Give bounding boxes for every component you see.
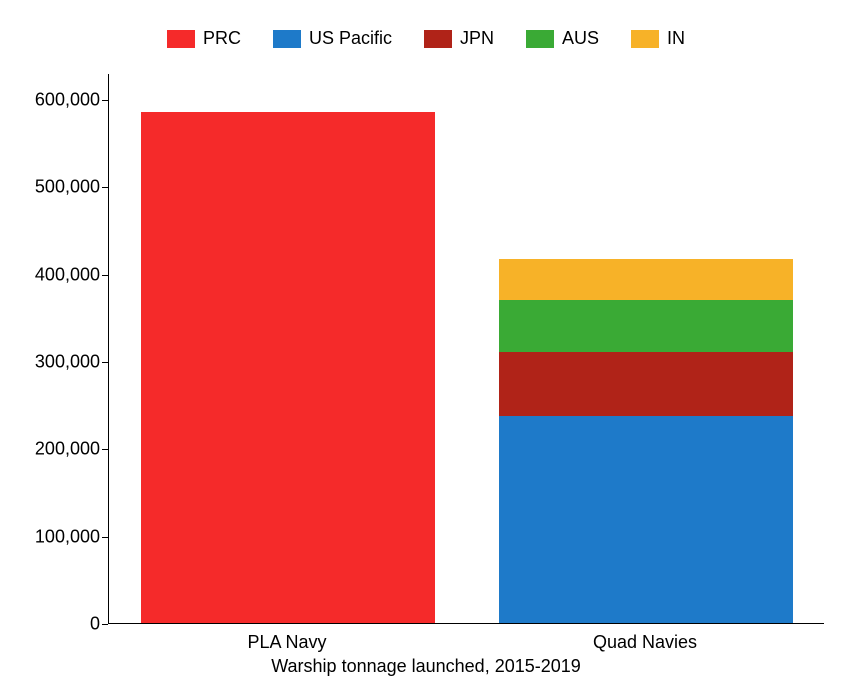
y-tick-label: 0 [20,614,100,635]
y-tick-mark [102,624,108,625]
legend-swatch [424,30,452,48]
x-tick-label: PLA Navy [247,632,326,653]
legend-item: AUS [526,28,599,49]
y-tick-label: 300,000 [20,352,100,373]
bar-segment [499,259,793,300]
legend-label: JPN [460,28,494,49]
legend-label: PRC [203,28,241,49]
chart-container: PRC US Pacific JPN AUS IN Warship tonnage la… [0,0,852,686]
y-tick-mark [102,187,108,188]
y-tick-label: 400,000 [20,264,100,285]
legend-item: JPN [424,28,494,49]
legend: PRC US Pacific JPN AUS IN [0,28,852,49]
legend-item: PRC [167,28,241,49]
legend-label: AUS [562,28,599,49]
bar [141,112,435,623]
legend-swatch [631,30,659,48]
legend-swatch [167,30,195,48]
legend-item: US Pacific [273,28,392,49]
y-tick-mark [102,100,108,101]
y-tick-label: 600,000 [20,90,100,111]
legend-label: IN [667,28,685,49]
bar-segment [499,352,793,416]
bar [499,259,793,623]
y-tick-label: 100,000 [20,526,100,547]
legend-swatch [273,30,301,48]
bar-segment [141,112,435,623]
y-tick-mark [102,362,108,363]
bar-segment [499,416,793,623]
y-tick-mark [102,537,108,538]
plot-area [108,74,824,624]
x-axis-title: Warship tonnage launched, 2015-2019 [0,656,852,677]
y-tick-mark [102,275,108,276]
bar-segment [499,300,793,352]
x-tick-label: Quad Navies [593,632,697,653]
y-tick-mark [102,449,108,450]
y-tick-label: 500,000 [20,177,100,198]
legend-label: US Pacific [309,28,392,49]
legend-item: IN [631,28,685,49]
y-tick-label: 200,000 [20,439,100,460]
legend-swatch [526,30,554,48]
